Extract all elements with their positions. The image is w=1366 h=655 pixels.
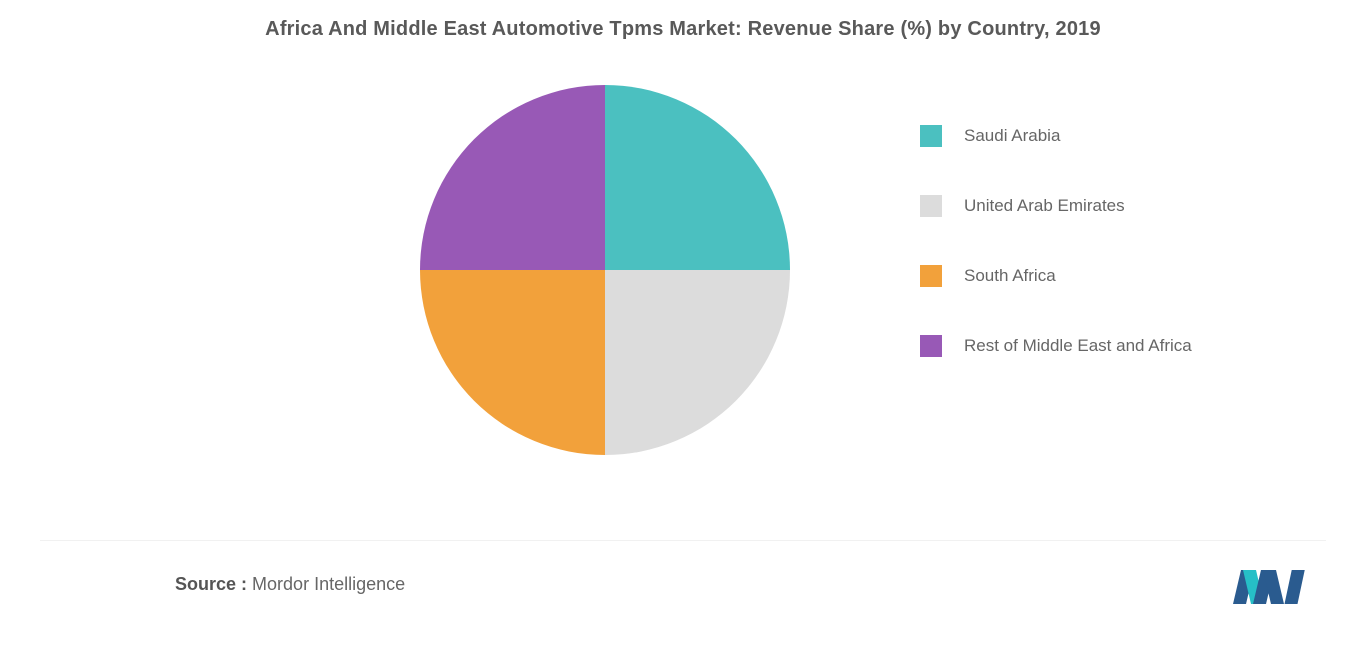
source-label: Source : [175,574,247,594]
legend-label: Rest of Middle East and Africa [964,336,1192,356]
legend-item: United Arab Emirates [920,195,1300,217]
legend-label: South Africa [964,266,1056,286]
chart-title: Africa And Middle East Automotive Tpms M… [0,18,1366,41]
brand-logo-icon [1231,564,1311,610]
divider [40,540,1326,541]
legend-item: Rest of Middle East and Africa [920,335,1300,357]
legend-swatch-icon [920,265,942,287]
legend-swatch-icon [920,125,942,147]
legend-swatch-icon [920,335,942,357]
chart-container: Africa And Middle East Automotive Tpms M… [0,0,1366,655]
legend-item: Saudi Arabia [920,125,1300,147]
pie-slice [420,85,605,270]
source-value: Mordor Intelligence [252,574,405,594]
pie-slice [605,270,790,455]
pie-slice [605,85,790,270]
legend-item: South Africa [920,265,1300,287]
legend-label: United Arab Emirates [964,196,1125,216]
legend-swatch-icon [920,195,942,217]
pie-chart [420,85,790,455]
legend-label: Saudi Arabia [964,126,1060,146]
chart-legend: Saudi Arabia United Arab Emirates South Af… [920,125,1300,405]
source-attribution: Source : Mordor Intelligence [175,574,405,595]
pie-slice [420,270,605,455]
